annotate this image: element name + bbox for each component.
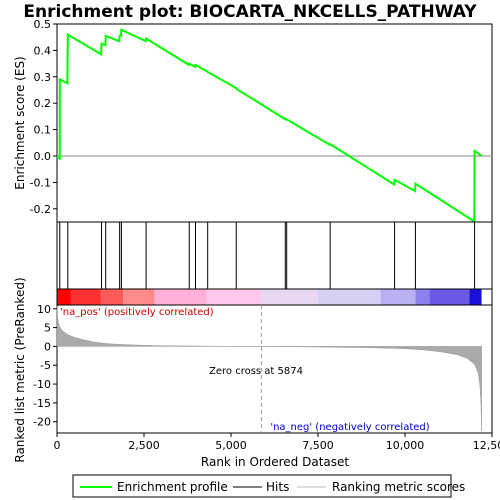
es-y-label: Enrichment score (ES) (13, 56, 27, 189)
es-y-tick-label: -0.2 (30, 203, 51, 216)
x-tick-label: 10,000 (386, 439, 425, 452)
hits-panel (56, 221, 493, 290)
metric-y-tick-label: -20 (33, 416, 51, 429)
metric-y-tick-label: 5 (44, 322, 51, 335)
chart-title: Enrichment plot: BIOCARTA_NKCELLS_PATHWA… (23, 2, 477, 22)
x-tick-label: 2,500 (128, 439, 160, 452)
heat-segment (154, 289, 207, 305)
heat-segment (261, 289, 318, 305)
es-y-tick-label: 0.1 (34, 124, 52, 137)
es-y-tick-label: -0.1 (30, 176, 51, 189)
x-tick-label: 5,000 (215, 439, 247, 452)
heat-segment (57, 289, 71, 305)
metric-panel-frame (56, 304, 493, 434)
metric-y-label: Ranked list metric (PreRanked) (13, 277, 27, 462)
es-y-ticks: -0.2 -0.1 0.0 0.1 0.2 0.3 0.4 0.5 (30, 18, 57, 216)
metric-panel: 10 5 0 -5 -10 -15 -20 'na_pos' (positively cor… (13, 277, 493, 463)
heat-segment (70, 289, 101, 305)
es-y-tick-label: 0.5 (34, 18, 52, 31)
heat-segment (123, 289, 155, 305)
negative-correlated-label: 'na_neg' (negatively correlated) (270, 422, 429, 433)
metric-y-tick-label: 10 (37, 303, 51, 316)
x-tick-label: 12,500 (473, 439, 500, 452)
heat-segments (57, 289, 482, 305)
es-y-tick-label: 0.2 (34, 97, 52, 110)
legend-frame (72, 474, 452, 498)
heat-bar (56, 288, 493, 306)
metric-y-tick-label: 0 (44, 340, 51, 353)
heat-segment (380, 289, 416, 305)
heat-segment (100, 289, 124, 305)
legend: Enrichment profile Hits Ranking metric s… (72, 474, 465, 498)
heat-segment (206, 289, 262, 305)
heat-segment (318, 289, 381, 305)
hits-panel-frame (56, 221, 493, 290)
zero-cross-label: Zero cross at 5874 (209, 366, 303, 377)
heat-segment (415, 289, 430, 305)
enrichment-profile-line (56, 28, 483, 224)
es-panel: -0.2 -0.1 0.0 0.1 0.2 0.3 0.4 0.5 Enrichment sc… (13, 18, 493, 224)
x-axis-label: Rank in Ordered Dataset (201, 455, 349, 469)
metric-y-tick-label: -10 (33, 378, 51, 391)
x-ticks: 0 2,500 5,000 7,500 10,000 12,500 (54, 433, 500, 452)
metric-y-tick-label: -5 (40, 359, 51, 372)
legend-hits-label: Hits (266, 480, 289, 494)
x-tick-label: 7,500 (302, 439, 334, 452)
legend-metric-label: Ranking metric scores (332, 480, 465, 494)
metric-y-tick-label: -15 (33, 397, 51, 410)
heat-segment (429, 289, 470, 305)
es-y-tick-label: 0.3 (34, 71, 52, 84)
ranking-metric-area (56, 306, 482, 432)
es-y-tick-label: 0.4 (34, 44, 52, 57)
metric-y-ticks: 10 5 0 -5 -10 -15 -20 (33, 303, 57, 429)
hit-lines (59, 222, 476, 289)
heat-segment (469, 289, 482, 305)
es-panel-frame (56, 23, 493, 223)
es-y-tick-label: 0.0 (34, 150, 52, 163)
positive-correlated-label: 'na_pos' (positively correlated) (60, 307, 214, 318)
x-tick-label: 0 (54, 439, 61, 452)
legend-profile-label: Enrichment profile (117, 480, 228, 494)
